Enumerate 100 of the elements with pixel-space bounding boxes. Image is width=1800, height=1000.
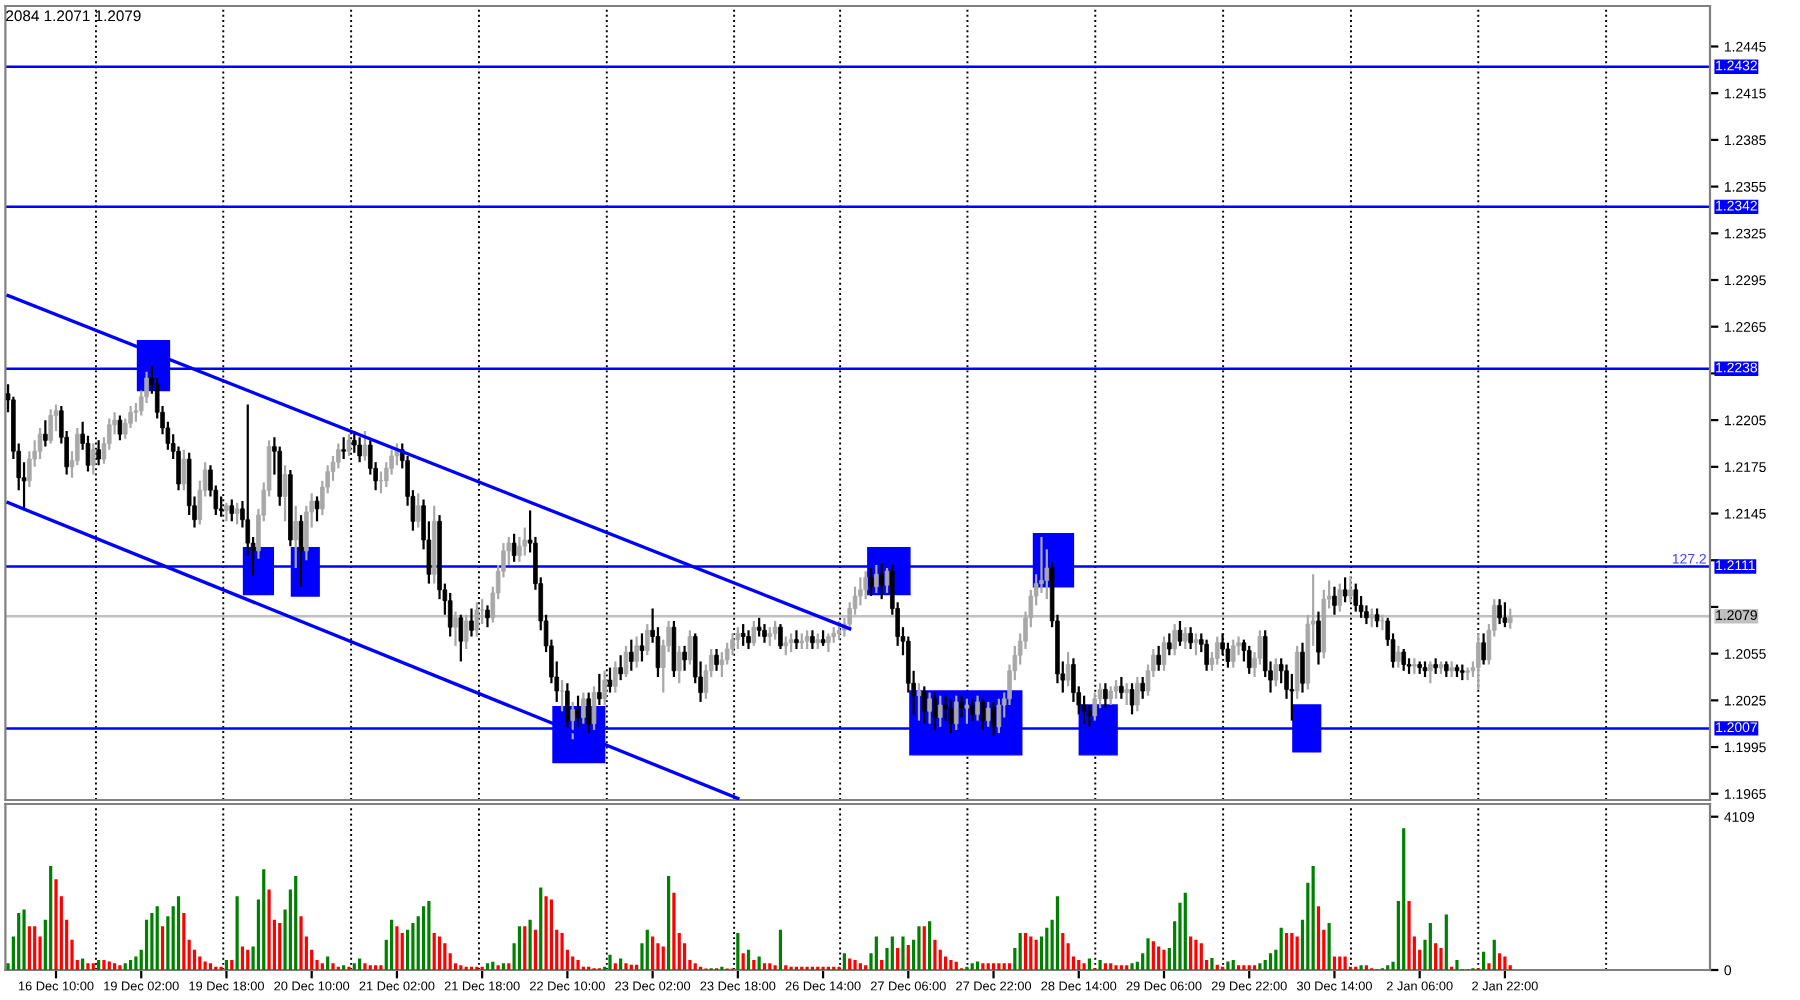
candlestick [922,685,927,725]
candlestick [634,635,639,669]
candlestick [37,426,43,461]
candlestick [357,436,362,464]
candlestick [735,626,741,651]
candlestick [1129,682,1135,716]
candlestick [645,622,650,657]
candlestick [937,694,943,728]
candlestick [629,638,634,672]
candlestick [1119,675,1124,700]
candlestick [117,414,123,442]
candlestick [613,660,618,694]
candlestick [362,429,368,462]
candlestick [1273,657,1279,688]
candlestick [453,610,458,647]
candlestick [858,576,863,607]
candlestick [586,691,591,735]
candlestick [1342,576,1348,604]
candlestick [415,492,421,529]
candlestick [581,691,586,725]
candlestick [1374,607,1380,629]
candlestick [756,616,762,638]
candlestick [277,445,283,507]
candlestick [810,629,815,651]
candlestick [1183,626,1188,651]
candlestick [293,504,298,570]
candlestick [991,700,996,738]
candlestick [1332,585,1337,616]
candlestick [511,532,517,563]
candlestick [575,694,581,728]
candlestick [969,697,975,722]
candlestick [91,442,96,476]
candlestick [559,679,565,713]
candlestick [591,685,597,732]
candlestick [1401,647,1406,672]
candlestick [1188,626,1193,651]
candlestick [1364,604,1369,626]
candlestick [868,566,874,598]
candlestick [43,419,48,448]
candlestick [1230,638,1236,669]
candlestick [1065,650,1071,688]
candlestick [1081,694,1087,725]
candlestick [1481,632,1486,666]
candlestick [676,644,682,685]
candlestick [953,694,959,732]
candlestick [1300,641,1305,694]
candlestick [224,501,229,523]
candlestick [1507,607,1513,630]
candlestick [463,613,469,651]
candlestick [1161,635,1167,672]
candlestick [1087,703,1092,728]
candlestick [879,562,884,601]
candlestick [751,619,757,647]
candlestick [794,629,799,651]
candlestick [394,442,400,467]
candlestick [778,622,783,651]
candlestick [975,694,980,722]
candlestick [874,563,879,595]
candlestick [1502,601,1508,629]
candlestick [1497,598,1502,626]
candlestick [927,691,932,725]
candlestick [597,672,602,707]
candlestick [714,647,719,672]
candlestick [932,691,938,732]
candlestick [298,513,304,588]
candlestick [788,632,794,654]
candlestick [618,654,623,682]
candlestick [458,613,464,663]
candlestick [623,644,629,679]
candlestick [772,619,778,641]
candlestick [48,408,53,445]
candlestick [1193,632,1199,657]
candlestick [1396,644,1401,669]
candlestick [746,629,751,651]
candlestick [181,448,187,492]
candlestick [682,644,687,672]
candlestick [1369,607,1375,629]
candlestick [234,501,240,526]
candlestick [767,626,773,647]
candlestick [1246,644,1252,675]
candlestick [229,498,235,523]
candlestick [980,697,986,732]
candlestick [826,632,831,654]
candlestick [719,650,725,679]
candlestick [916,682,922,722]
candlestick [1156,644,1161,672]
candlestick [522,526,528,557]
candlestick [1177,619,1183,647]
candlestick [639,632,645,663]
candlestick [469,607,474,638]
candlestick [1135,675,1140,713]
candlestick [1337,582,1343,613]
candlestick [565,682,570,732]
candlestick [314,495,320,523]
candlestick [687,629,693,666]
candlestick [341,436,346,461]
candlestick [1294,644,1300,700]
candlestick [884,566,890,595]
candlestick [1103,682,1108,710]
candlestick [948,697,954,735]
